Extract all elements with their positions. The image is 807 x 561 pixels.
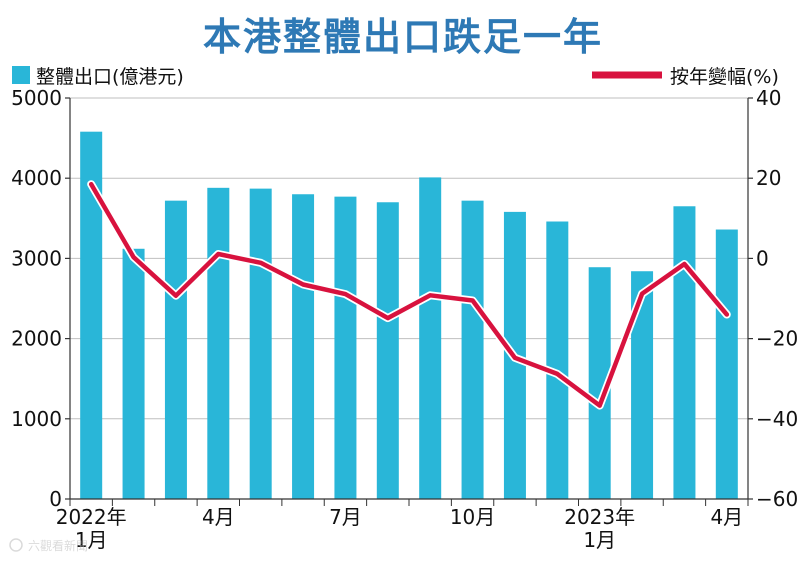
bar (122, 248, 145, 499)
x-tick-label: 4月 (710, 505, 743, 529)
bar (673, 206, 696, 499)
legend-line-label: 按年變幅(%) (670, 66, 779, 88)
line-point (174, 294, 178, 298)
line-point (89, 182, 93, 186)
bar (334, 196, 357, 499)
y-left-tick-label: 0 (49, 487, 62, 511)
chart-title: 本港整體出口跌足一年 (203, 14, 603, 59)
y-axis-right-ticks: 40 20 0 −20 −40 −60 (748, 86, 798, 511)
y-right-tick-label: −20 (756, 327, 798, 351)
watermark-logo-icon (9, 538, 23, 552)
bar (80, 131, 103, 499)
legend-bar-swatch (12, 66, 30, 84)
y-axis-left-ticks: 5000 4000 3000 2000 1000 0 (11, 86, 70, 511)
x-tick-label: 7月 (329, 505, 362, 529)
line-point (555, 372, 559, 376)
x-tick-label: 4月 (202, 505, 235, 529)
x-tick-label: 1月 (583, 528, 616, 552)
x-tick-label: 2023年 (564, 505, 635, 529)
x-tick-label: 2022年 (56, 505, 127, 529)
line-point (386, 316, 390, 320)
y-right-tick-label: −60 (756, 487, 798, 511)
bar (419, 177, 442, 499)
bar (588, 267, 611, 499)
y-right-tick-label: −40 (756, 407, 798, 431)
bar (461, 200, 484, 499)
y-left-tick-label: 5000 (11, 86, 62, 110)
line-series (87, 180, 731, 410)
line-point (513, 356, 517, 360)
line-point (259, 261, 263, 265)
x-tick-label: 10月 (450, 505, 495, 529)
line-point (725, 313, 729, 317)
watermark-text: 六觀看新聞 (28, 538, 88, 553)
y-left-tick-label: 2000 (11, 327, 62, 351)
line-point (428, 293, 432, 297)
line-point (598, 404, 602, 408)
y-right-tick-label: 20 (756, 166, 781, 190)
line-point (132, 255, 136, 259)
bar (546, 221, 569, 499)
line-point (682, 262, 686, 266)
watermark: 六觀看新聞 (9, 538, 88, 553)
bar-series (80, 131, 738, 500)
x-tick-label: 1月 (75, 528, 108, 552)
bar (631, 271, 654, 499)
y-left-tick-label: 4000 (11, 166, 62, 190)
y-left-tick-label: 1000 (11, 407, 62, 431)
line-point (343, 292, 347, 296)
line-point (216, 252, 220, 256)
line-point (471, 299, 475, 303)
line-point (640, 292, 644, 296)
line-point (301, 282, 305, 286)
y-right-tick-label: 0 (756, 246, 769, 270)
legend-bar-label: 整體出口(億港元) (36, 66, 184, 88)
bar (249, 188, 272, 499)
y-right-tick-label: 40 (756, 86, 781, 110)
bar (376, 202, 399, 499)
bar (292, 194, 315, 500)
bar (715, 229, 738, 499)
line-path (88, 181, 730, 408)
y-left-tick-label: 3000 (11, 246, 62, 270)
bar (164, 200, 187, 499)
bar (207, 187, 230, 499)
